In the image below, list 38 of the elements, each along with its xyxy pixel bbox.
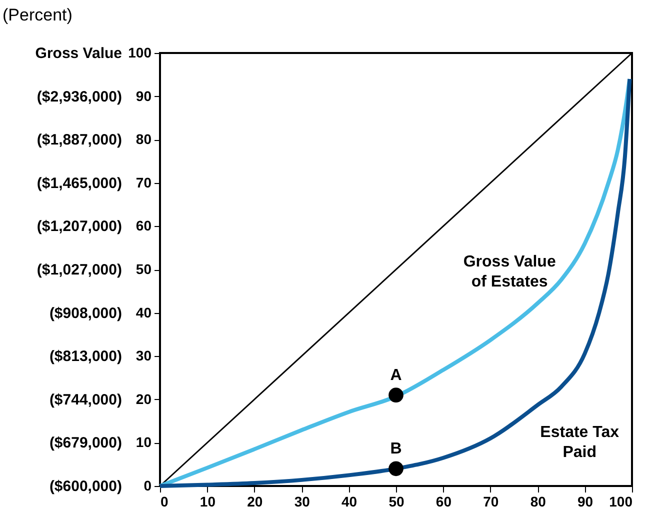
x-tick-label: 70: [483, 494, 499, 510]
text: ($744,000): [49, 391, 122, 408]
y-tick-label: 10: [136, 434, 152, 450]
x-tick-label: 0: [160, 494, 168, 510]
text: ($679,000): [49, 434, 122, 452]
x-tick-label: 50: [388, 494, 404, 510]
text: ($2,936,000): [36, 88, 122, 106]
text: ($600,000): [49, 478, 122, 495]
text: ($813,000): [49, 348, 122, 366]
text: Gross Value: [35, 45, 122, 62]
y-tick-label: 50: [136, 261, 152, 277]
x-tick-label: 30: [294, 494, 310, 510]
y-tick-label: 30: [136, 348, 152, 364]
annotation: A: [390, 367, 402, 384]
x-tick-label: 100: [609, 494, 633, 510]
y-tick-label: 40: [136, 304, 152, 320]
x-tick-label: 80: [530, 494, 546, 510]
y-tick-label: 20: [136, 390, 152, 407]
y-tick-label: 0: [144, 478, 152, 494]
text: ($908,000): [49, 304, 122, 322]
x-tick-label: 90: [578, 494, 594, 510]
x-tick-label: 20: [247, 494, 263, 510]
y-axis-title: (Percent): [2, 6, 72, 24]
text: ($1,887,000): [36, 132, 122, 149]
series-label: Estate Tax Paid: [540, 424, 620, 462]
y-tick-label: 90: [136, 88, 152, 104]
y-tick-label: 70: [136, 174, 152, 190]
x-tick-label: 60: [436, 494, 452, 510]
y-tick-label: 80: [136, 131, 152, 148]
series-label: Gross Value of Estates: [463, 253, 556, 290]
y-tick-label: 60: [136, 218, 152, 234]
y-tick-label: 100: [128, 44, 152, 60]
text: ($1,027,000): [36, 262, 122, 278]
x-tick-label: 10: [200, 494, 216, 510]
x-tick-label: 40: [342, 494, 358, 510]
annotation: B: [390, 440, 402, 458]
text: ($1,465,000): [36, 174, 122, 192]
text: ($1,207,000): [36, 218, 122, 236]
